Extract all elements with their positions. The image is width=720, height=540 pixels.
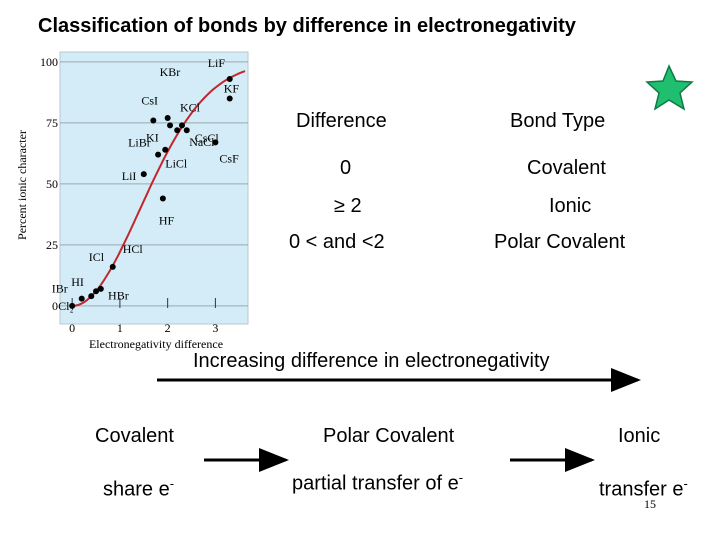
point-label: ICl bbox=[89, 250, 105, 264]
table-header: Difference bbox=[296, 110, 387, 132]
data-point bbox=[93, 288, 100, 295]
scale-caption: Increasing difference in electronegativi… bbox=[193, 350, 550, 372]
y-tick-label: 25 bbox=[46, 238, 58, 252]
trend-curve bbox=[72, 70, 246, 307]
table-cell: Ionic bbox=[549, 195, 592, 217]
bond-type: Polar Covalent bbox=[323, 425, 455, 447]
point-label: CsI bbox=[141, 93, 158, 107]
data-point bbox=[109, 263, 116, 270]
point-label: LiF bbox=[208, 56, 226, 70]
data-point bbox=[174, 127, 181, 134]
y-tick-label: 0 bbox=[52, 299, 58, 313]
x-tick-label: 0 bbox=[69, 321, 75, 335]
data-point bbox=[226, 95, 233, 102]
point-label: HCl bbox=[123, 242, 144, 256]
table-cell: 0 bbox=[340, 157, 352, 179]
bond-type: Ionic bbox=[618, 425, 661, 447]
point-label: HI bbox=[71, 275, 84, 289]
data-point bbox=[69, 302, 76, 309]
x-tick-label: 2 bbox=[165, 321, 171, 335]
y-tick-label: 100 bbox=[40, 55, 58, 69]
point-label: HF bbox=[159, 214, 175, 228]
data-point bbox=[97, 285, 104, 292]
point-label: LiCl bbox=[165, 157, 188, 171]
chart: 0 25 50 75 100 0 1 2 3 Electronegativity differen… bbox=[15, 51, 249, 351]
description-sup: - bbox=[683, 476, 688, 491]
point-label: IBr bbox=[52, 282, 68, 296]
page-number: 15 bbox=[644, 497, 656, 511]
table-header: Bond Type bbox=[510, 110, 606, 132]
description: transfer e- bbox=[599, 476, 688, 502]
y-tick-label: 75 bbox=[46, 116, 58, 130]
point-label: LiI bbox=[122, 169, 137, 183]
description: share e- bbox=[103, 476, 174, 502]
table-cell: ≥ 2 bbox=[334, 195, 362, 217]
point-label: KF bbox=[224, 82, 240, 96]
data-point bbox=[78, 295, 85, 302]
point-label: KBr bbox=[160, 65, 181, 79]
data-point bbox=[155, 151, 162, 158]
description-sup: - bbox=[458, 470, 464, 485]
data-point bbox=[164, 115, 171, 122]
data-point bbox=[162, 146, 169, 153]
point-label: KCl bbox=[180, 100, 201, 114]
star bbox=[645, 64, 694, 111]
description-sup: - bbox=[169, 476, 175, 491]
description: partial transfer of e- bbox=[292, 470, 463, 496]
x-tick-label: 3 bbox=[212, 321, 218, 335]
y-axis-label: Percent ionic character bbox=[15, 130, 29, 240]
data-point bbox=[167, 122, 174, 129]
table-cell: Polar Covalent bbox=[494, 231, 626, 253]
bond-type: Covalent bbox=[95, 425, 174, 447]
data-point bbox=[226, 75, 233, 82]
description-text: transfer e bbox=[599, 478, 684, 501]
point-label: LiBr bbox=[128, 136, 151, 150]
point-label: NaCl bbox=[189, 135, 215, 149]
point-label: Cl₂ bbox=[58, 299, 74, 313]
data-point bbox=[178, 122, 185, 129]
point-label: HBr bbox=[108, 288, 129, 302]
data-point bbox=[150, 117, 157, 124]
title: Classification of bonds by difference in… bbox=[38, 15, 576, 37]
y-tick-label: 50 bbox=[46, 177, 58, 191]
x-tick-label: 1 bbox=[117, 321, 123, 335]
data-point bbox=[140, 171, 147, 178]
description-text: partial transfer of e bbox=[292, 472, 459, 495]
table-cell: 0 < and <2 bbox=[289, 231, 385, 253]
data-point bbox=[212, 139, 219, 146]
data-point bbox=[183, 127, 190, 134]
chart-background bbox=[59, 51, 249, 325]
table-cell: Covalent bbox=[527, 157, 606, 179]
data-point bbox=[88, 293, 95, 300]
x-axis-label: Electronegativity difference bbox=[89, 337, 223, 351]
point-label: CsF bbox=[219, 151, 239, 165]
data-point bbox=[159, 195, 166, 202]
description-text: share e bbox=[103, 478, 170, 501]
point-label: KI bbox=[146, 130, 159, 144]
